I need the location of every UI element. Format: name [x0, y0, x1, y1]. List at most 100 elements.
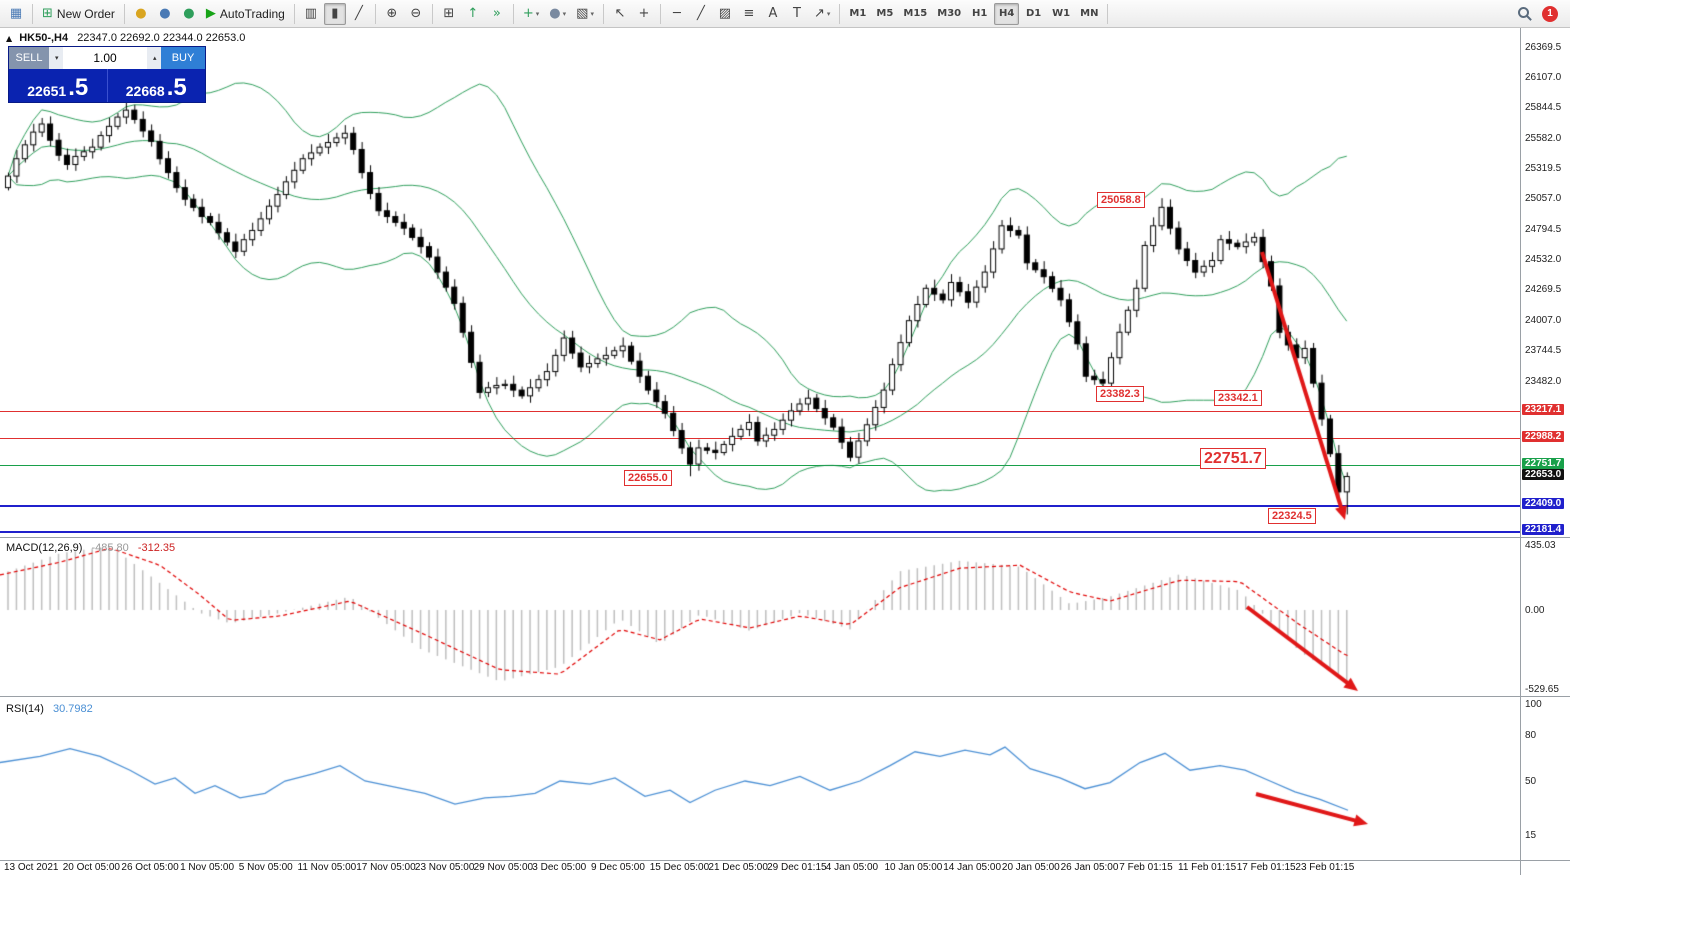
sell-price[interactable]: 22651 .5 [9, 69, 107, 102]
tile-windows-icon[interactable]: ⊞ [438, 3, 460, 25]
price-annotation[interactable]: 22324.5 [1268, 508, 1316, 524]
toolbar-right-group: 1 [1517, 5, 1566, 22]
time-axis-label: 23 Nov 05:00 [414, 862, 475, 873]
notification-badge[interactable]: 1 [1542, 5, 1558, 22]
symbol-period-label: HK50-,H4 [19, 32, 69, 44]
line-chart-icon[interactable]: ╱ [348, 3, 370, 25]
fibonacci-icon[interactable]: ≡ [738, 3, 760, 25]
macd-indicator-label: MACD(12,26,9) -485.80 -312.35 [6, 542, 175, 554]
price-axis-tick: 24269.5 [1525, 284, 1562, 296]
timeframe-M5[interactable]: M5 [872, 3, 897, 25]
candlestick-chart-icon[interactable]: ▮ [323, 2, 346, 25]
hline-icon: ─ [673, 6, 681, 21]
price-axis-tick: 26107.0 [1525, 71, 1562, 83]
price-annotation[interactable]: 23342.1 [1214, 390, 1262, 406]
timeframe-M15[interactable]: M15 [899, 3, 931, 25]
autotrading-button[interactable]: ▶ AutoTrading [202, 3, 289, 25]
pattern-icon: ▨ [718, 6, 732, 21]
price-annotation[interactable]: 22751.7 [1200, 448, 1266, 469]
zoom-out-icon[interactable]: ⊖ [405, 3, 427, 25]
price-axis-tick: 24532.0 [1525, 254, 1562, 266]
pattern-icon[interactable]: ▨ [714, 3, 736, 25]
price-annotation[interactable]: 22655.0 [624, 470, 672, 486]
time-axis-label: 26 Oct 05:00 [121, 862, 179, 873]
rsi-axis-tick: 50 [1525, 776, 1537, 787]
time-axis-label: 29 Nov 05:00 [473, 862, 534, 873]
autotrading-icon: ▶ [205, 6, 216, 21]
time-axis-label: 9 Dec 05:00 [591, 862, 645, 873]
price-axis[interactable]: 26369.5 26107.0 25844.5 25582.0 25319.5 25057… [1520, 28, 1570, 875]
text-icon[interactable]: A [762, 3, 784, 25]
new-chart-icon[interactable]: ▦ [5, 3, 27, 25]
auto-scroll-icon: ↑ [467, 6, 479, 21]
label-icon[interactable]: T [786, 3, 808, 25]
toolbar-separator [659, 3, 661, 24]
period-icon: ● [549, 6, 561, 21]
buy-price-frac: .5 [166, 74, 187, 101]
volume-input[interactable] [63, 47, 147, 69]
timeframe-H4[interactable]: H4 [994, 2, 1020, 25]
market-watch-icon[interactable]: ● [130, 3, 152, 25]
arrows-tool-icon[interactable]: ↗ ▾ [810, 3, 834, 25]
data-window-icon[interactable]: ● [154, 3, 176, 25]
macd-axis-tick: 0.00 [1525, 605, 1545, 616]
timeframe-W1[interactable]: W1 [1048, 3, 1074, 25]
price-axis-tick: 25057.0 [1525, 193, 1562, 205]
text-icon: A [768, 6, 778, 21]
bar-chart-icon: ▥ [304, 6, 317, 21]
period-icon[interactable]: ● ▾ [545, 3, 570, 25]
price-annotation[interactable]: 25058.8 [1097, 192, 1145, 208]
terminal-icon[interactable]: ● [178, 3, 200, 25]
price-axis-tick: 24794.5 [1525, 223, 1562, 235]
timeframe-H1[interactable]: H1 [967, 3, 992, 25]
collapse-triangle-icon[interactable]: ▲ [6, 34, 13, 43]
indicators-add-icon[interactable]: + ▾ [519, 3, 543, 25]
chart-shift-icon[interactable]: » [486, 3, 508, 25]
rsi-canvas[interactable] [0, 697, 1520, 860]
chart-area[interactable]: 25058.8 23382.3 23342.1 22751.7 22655.0 22324… [0, 28, 1520, 875]
panel-separator[interactable] [0, 696, 1570, 697]
trendline-icon: ╱ [697, 6, 705, 21]
time-axis-label: 17 Nov 05:00 [356, 862, 416, 873]
toolbar-separator [293, 3, 295, 24]
toolbar-separator [123, 3, 125, 24]
volume-up-button[interactable]: ▴ [147, 47, 161, 69]
main-chart-canvas[interactable] [0, 28, 1520, 537]
time-axis-label: 26 Jan 05:00 [1060, 862, 1119, 873]
top-toolbar: ▦ ⊞ New Order ● ● ● ▶ AutoTrading ▥ ▮ ╱ ⊕ ⊖ ⊞ ↑» + ▾ ● ▾ ▧ ▾… [0, 0, 1570, 28]
zoom-in-icon: ⊕ [386, 6, 398, 21]
cursor-icon[interactable]: ↖ [609, 3, 631, 25]
zoom-in-icon[interactable]: ⊕ [381, 3, 403, 25]
buy-button[interactable]: BUY [161, 47, 205, 69]
buy-price[interactable]: 22668 .5 [106, 69, 206, 102]
timeframe-M1[interactable]: M1 [845, 3, 870, 25]
auto-scroll-icon[interactable]: ↑ [462, 3, 484, 25]
search-icon[interactable] [1517, 6, 1532, 21]
timeframe-D1[interactable]: D1 [1021, 3, 1046, 25]
crosshair-icon[interactable]: + [633, 3, 655, 25]
time-axis-label: 4 Jan 05:00 [825, 862, 879, 873]
templates-icon[interactable]: ▧ ▾ [572, 3, 598, 25]
time-axis[interactable]: 13 Oct 2021 20 Oct 05:00 26 Oct 05:00 1 Nov… [0, 862, 1520, 875]
time-axis-label: 11 Feb 01:15 [1178, 862, 1237, 873]
volume-down-button[interactable]: ▾ [49, 47, 63, 69]
chart-shift-icon: » [492, 6, 501, 21]
sell-button[interactable]: SELL [9, 47, 49, 69]
panel-separator[interactable] [0, 537, 1570, 538]
price-annotation[interactable]: 23382.3 [1096, 386, 1144, 402]
price-level-label: 22181.4 [1522, 524, 1565, 536]
fibonacci-icon: ≡ [743, 6, 755, 21]
timeframe-MN[interactable]: MN [1076, 3, 1102, 25]
timeframe-M30[interactable]: M30 [933, 3, 965, 25]
bar-chart-icon[interactable]: ▥ [300, 3, 322, 25]
new-order-button[interactable]: ⊞ New Order [38, 3, 119, 25]
time-axis-label: 10 Jan 05:00 [884, 862, 943, 873]
macd-canvas[interactable] [0, 538, 1520, 695]
time-axis-label: 3 Dec 05:00 [532, 862, 587, 873]
hline-icon[interactable]: ─ [666, 3, 688, 25]
macd-signal-value: -312.35 [137, 542, 176, 554]
price-axis-tick: 25844.5 [1525, 102, 1562, 114]
trendline-icon[interactable]: ╱ [690, 3, 712, 25]
sell-price-frac: .5 [68, 74, 89, 101]
